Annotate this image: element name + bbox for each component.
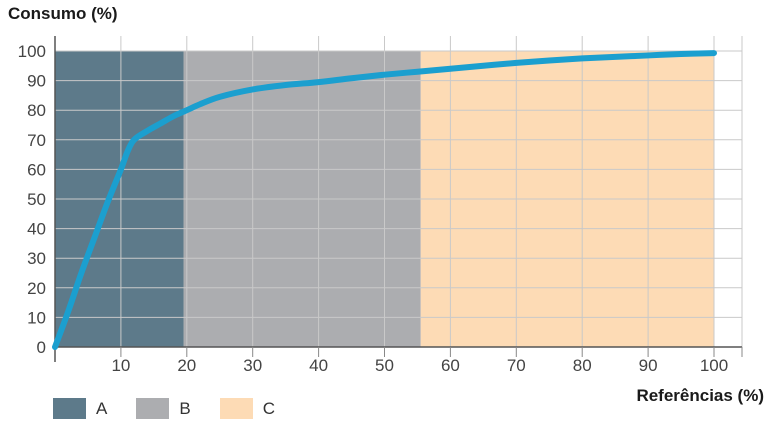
legend-swatch-b <box>136 398 170 419</box>
legend-label-b: B <box>179 398 191 418</box>
y-tick-label-30: 30 <box>27 249 46 268</box>
y-tick-label-60: 60 <box>27 160 46 179</box>
y-tick-label-100: 100 <box>18 42 46 61</box>
legend: A B C <box>53 398 304 419</box>
y-axis-label: Consumo (%) <box>8 4 118 23</box>
y-tick-label-80: 80 <box>27 101 46 120</box>
legend-swatch-c <box>219 398 253 419</box>
series-layer <box>52 50 717 350</box>
x-tick-label-80: 80 <box>573 356 592 375</box>
x-axis-label: Referências (%) <box>636 386 764 405</box>
x-tick-label-90: 90 <box>639 356 658 375</box>
y-tick-label-50: 50 <box>27 190 46 209</box>
y-tick-label-20: 20 <box>27 279 46 298</box>
x-tick-label-20: 20 <box>177 356 196 375</box>
legend-item-b: B <box>136 398 219 419</box>
x-tick-label-100: 100 <box>700 356 728 375</box>
legend-swatch-a <box>53 398 86 419</box>
grid-layer <box>55 36 743 347</box>
tick-label-layer: 0 10 20 30 40 50 60 70 80 90 100 10 20 30 40 50 60 70 80 90… <box>18 42 729 375</box>
x-tick-label-40: 40 <box>309 356 328 375</box>
x-tick-label-10: 10 <box>111 356 130 375</box>
y-tick-label-10: 10 <box>27 308 46 327</box>
y-tick-label-40: 40 <box>27 220 46 239</box>
x-tick-label-50: 50 <box>375 356 394 375</box>
legend-item-c: C <box>219 398 304 419</box>
legend-label-c: C <box>262 398 275 418</box>
x-tick-label-60: 60 <box>441 356 460 375</box>
legend-item-a: A <box>53 398 136 419</box>
x-tick-label-30: 30 <box>243 356 262 375</box>
axes-layer <box>54 36 743 362</box>
y-tick-label-0: 0 <box>37 338 46 357</box>
y-tick-label-70: 70 <box>27 131 46 150</box>
y-tick-label-90: 90 <box>27 72 46 91</box>
legend-label-a: A <box>96 398 108 418</box>
x-tick-label-70: 70 <box>507 356 526 375</box>
series-line-0 <box>52 50 717 350</box>
